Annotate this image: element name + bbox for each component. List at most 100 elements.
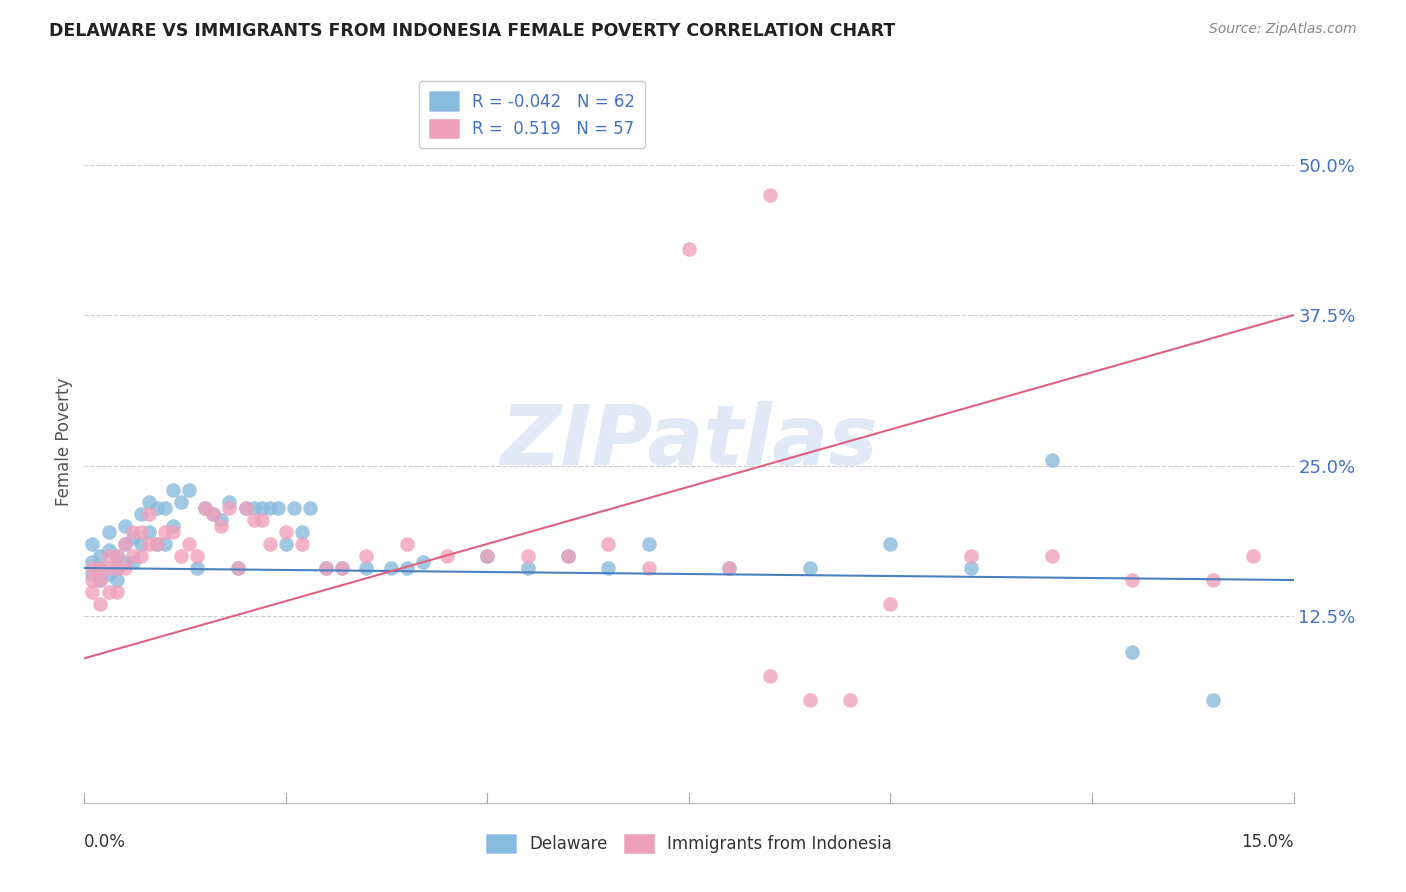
Point <box>105 549 128 563</box>
Point <box>879 537 901 551</box>
Point <box>637 537 659 551</box>
Point <box>516 549 538 563</box>
Point <box>395 561 418 575</box>
Point <box>218 500 240 515</box>
Point <box>194 500 217 515</box>
Point <box>356 561 378 575</box>
Point <box>839 693 862 707</box>
Point <box>170 494 193 508</box>
Point <box>153 537 176 551</box>
Point <box>105 561 128 575</box>
Point <box>138 524 160 539</box>
Point <box>960 561 983 575</box>
Point <box>89 549 111 563</box>
Point <box>82 585 104 599</box>
Point <box>97 567 120 582</box>
Point <box>153 524 176 539</box>
Point <box>395 537 418 551</box>
Point <box>250 500 273 515</box>
Point <box>678 242 700 256</box>
Point <box>226 561 249 575</box>
Point <box>960 549 983 563</box>
Point <box>299 500 322 515</box>
Point <box>162 518 184 533</box>
Point <box>242 513 264 527</box>
Text: 0.0%: 0.0% <box>84 833 127 851</box>
Point <box>105 573 128 587</box>
Point <box>114 518 136 533</box>
Point <box>516 561 538 575</box>
Point <box>259 500 281 515</box>
Point <box>218 494 240 508</box>
Point <box>477 549 499 563</box>
Point <box>89 597 111 611</box>
Point <box>1040 549 1063 563</box>
Point <box>637 561 659 575</box>
Point <box>97 542 120 557</box>
Point <box>209 518 232 533</box>
Point <box>138 507 160 521</box>
Point <box>97 524 120 539</box>
Point <box>283 500 305 515</box>
Point <box>162 524 184 539</box>
Point <box>274 524 297 539</box>
Text: Source: ZipAtlas.com: Source: ZipAtlas.com <box>1209 22 1357 37</box>
Point <box>330 561 353 575</box>
Point <box>105 549 128 563</box>
Legend: Delaware, Immigrants from Indonesia: Delaware, Immigrants from Indonesia <box>479 827 898 860</box>
Point <box>879 597 901 611</box>
Point <box>129 524 152 539</box>
Point <box>274 537 297 551</box>
Point <box>82 555 104 569</box>
Point <box>186 549 208 563</box>
Point <box>114 537 136 551</box>
Point <box>412 555 434 569</box>
Point <box>291 524 314 539</box>
Point <box>1202 693 1225 707</box>
Point <box>114 561 136 575</box>
Point <box>259 537 281 551</box>
Point <box>557 549 579 563</box>
Point <box>477 549 499 563</box>
Point <box>315 561 337 575</box>
Point <box>209 513 232 527</box>
Text: DELAWARE VS IMMIGRANTS FROM INDONESIA FEMALE POVERTY CORRELATION CHART: DELAWARE VS IMMIGRANTS FROM INDONESIA FE… <box>49 22 896 40</box>
Point <box>121 555 143 569</box>
Point <box>235 500 257 515</box>
Text: 15.0%: 15.0% <box>1241 833 1294 851</box>
Point <box>1202 573 1225 587</box>
Point <box>105 561 128 575</box>
Point <box>82 561 104 575</box>
Point <box>82 567 104 582</box>
Point <box>179 483 201 497</box>
Point <box>598 537 620 551</box>
Point <box>291 537 314 551</box>
Point <box>89 561 111 575</box>
Point <box>315 561 337 575</box>
Point <box>1241 549 1264 563</box>
Point <box>598 561 620 575</box>
Point <box>114 555 136 569</box>
Text: ZIPatlas: ZIPatlas <box>501 401 877 482</box>
Point <box>718 561 741 575</box>
Point <box>202 507 225 521</box>
Point <box>138 537 160 551</box>
Point <box>194 500 217 515</box>
Point <box>129 507 152 521</box>
Point <box>380 561 402 575</box>
Point <box>267 500 290 515</box>
Point <box>105 585 128 599</box>
Point <box>718 561 741 575</box>
Point <box>82 537 104 551</box>
Point <box>97 549 120 563</box>
Point <box>1121 573 1143 587</box>
Point <box>89 573 111 587</box>
Point <box>1040 452 1063 467</box>
Point <box>557 549 579 563</box>
Point <box>758 187 780 202</box>
Point <box>799 561 821 575</box>
Point <box>89 573 111 587</box>
Point <box>758 669 780 683</box>
Point <box>186 561 208 575</box>
Point <box>97 561 120 575</box>
